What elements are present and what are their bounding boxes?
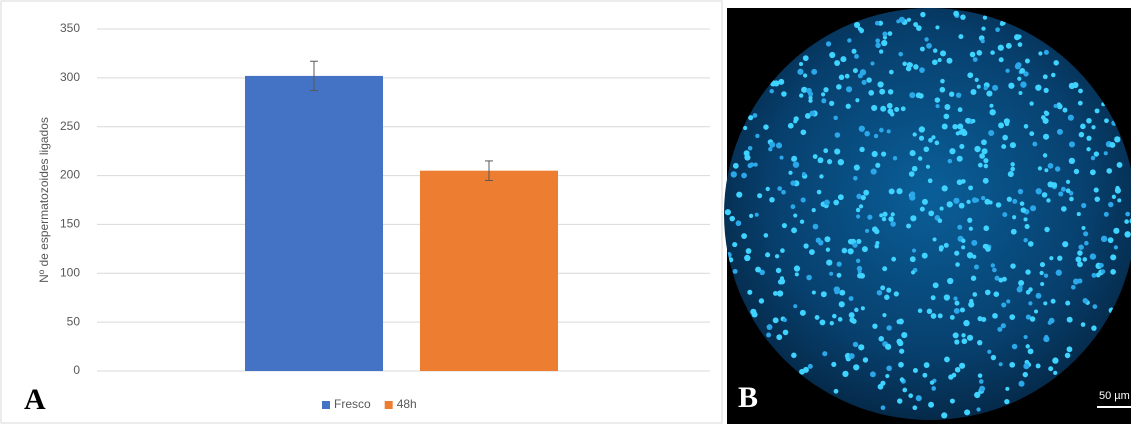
y-tick-label: 100	[60, 265, 80, 279]
y-axis-title: Nº de espermatozoides ligados	[37, 117, 51, 283]
legend-swatch	[322, 401, 330, 409]
bar	[245, 76, 383, 371]
legend-label: 48h	[397, 397, 417, 411]
panel-label: B	[738, 381, 758, 414]
legend-label: Fresco	[334, 397, 371, 411]
legend-swatch	[385, 401, 393, 409]
bar	[420, 171, 558, 371]
figure: Nº de espermatozoides ligados A B 50 µm …	[0, 0, 1131, 424]
y-tick-label: 250	[60, 119, 80, 133]
y-tick-label: 50	[67, 314, 81, 328]
panel-label: A	[24, 383, 46, 416]
y-tick-label: 0	[73, 363, 80, 377]
y-tick-label: 350	[60, 21, 80, 35]
micrograph	[724, 8, 1131, 420]
y-tick-label: 150	[60, 217, 80, 231]
y-tick-label: 200	[60, 168, 80, 182]
y-tick-label: 300	[60, 70, 80, 84]
scale-bar-label: 50 µm	[1099, 390, 1130, 402]
